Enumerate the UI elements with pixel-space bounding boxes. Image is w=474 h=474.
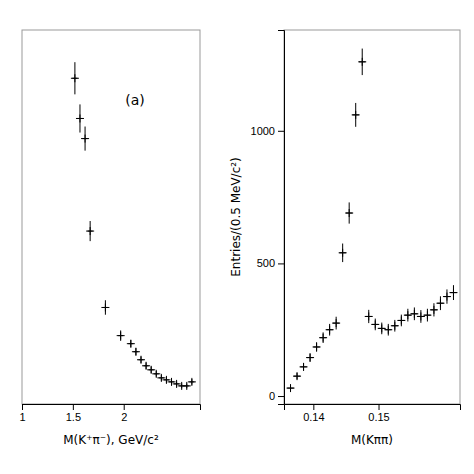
plot-frame [284, 30, 460, 404]
chart: 11.52M(K⁺π⁻), GeV/c²(a)0.140.1505001000M… [0, 0, 474, 474]
panel: 11.52M(K⁺π⁻), GeV/c²(a) [19, 30, 200, 447]
x-axis-line [285, 405, 461, 411]
point [436, 299, 444, 307]
y-tick-mark [278, 131, 284, 132]
plot-frame [22, 30, 200, 404]
point [365, 312, 373, 320]
point [173, 380, 181, 388]
x-tick-label: 0.15 [368, 411, 389, 423]
x-tick-label: 1 [19, 411, 25, 423]
point [404, 311, 412, 319]
x-tick-mark [22, 404, 23, 410]
point [352, 111, 360, 119]
x-tick-mark [313, 404, 314, 410]
y-tick-label: 500 [257, 257, 275, 269]
y-tick-mark [278, 263, 284, 264]
point [300, 363, 308, 371]
annotation: (a) [125, 92, 145, 108]
point [86, 227, 94, 235]
x-tick: 1.5 [66, 404, 81, 423]
point [391, 322, 399, 330]
point [132, 348, 140, 356]
point [101, 303, 109, 311]
point [71, 74, 79, 82]
x-tick: 1 [19, 404, 25, 423]
point [162, 376, 170, 384]
x-tick: 2 [121, 404, 127, 423]
y-axis-title: Entries/(0.5 MeV/c²) [229, 157, 243, 277]
y-tick: 0 [269, 390, 284, 402]
point [137, 356, 145, 364]
point [188, 378, 196, 386]
x-tick-label: 1.5 [66, 411, 81, 423]
y-tick: 500 [257, 257, 284, 269]
point [127, 340, 135, 348]
x-axis-title: M(K⁺π⁻), GeV/c² [63, 433, 159, 447]
point [76, 114, 84, 122]
point [152, 370, 160, 378]
point [371, 320, 379, 328]
x-axis-line [23, 405, 201, 411]
y-axis: 0 500 1000 [251, 31, 285, 405]
point [384, 326, 392, 334]
point [157, 374, 165, 382]
x-tick-mark [124, 404, 125, 410]
point [293, 372, 301, 380]
x-tick-label: 2 [121, 411, 127, 423]
x-axis-title: M(Kππ) [351, 433, 393, 447]
y-tick-label: 1000 [251, 125, 275, 137]
point [326, 326, 334, 334]
point [443, 293, 451, 301]
point [358, 58, 366, 66]
y-tick-label: 0 [269, 390, 275, 402]
x-tick-mark [73, 404, 74, 410]
point [449, 289, 457, 297]
point [168, 378, 176, 386]
point [183, 382, 191, 390]
point [430, 306, 438, 314]
y-axis-line [278, 31, 285, 405]
point [378, 324, 386, 332]
y-tick: 1000 [251, 125, 284, 137]
point [81, 135, 89, 143]
point [319, 334, 327, 342]
point [417, 312, 425, 320]
panel: 0.14 0.15 0 500 1000 M(Kππ) Entries/(0.5 MeV/c… [229, 30, 461, 447]
point [397, 316, 405, 324]
x-tick-label: 0.14 [303, 411, 324, 423]
point [117, 332, 125, 340]
x-tick: 0.14 [303, 404, 324, 423]
x-axis: 11.52 [19, 404, 200, 423]
point [147, 366, 155, 374]
point [339, 249, 347, 257]
point [423, 311, 431, 319]
x-axis: 0.14 0.15 [285, 404, 461, 423]
point [142, 362, 150, 370]
point [332, 319, 340, 327]
x-tick: 0.15 [368, 404, 389, 423]
point [345, 209, 353, 217]
y-tick-mark [278, 396, 284, 397]
point [287, 384, 295, 392]
marks [71, 62, 196, 390]
marks [287, 49, 458, 393]
point [306, 354, 314, 362]
point [313, 343, 321, 351]
x-tick-mark [379, 404, 380, 410]
